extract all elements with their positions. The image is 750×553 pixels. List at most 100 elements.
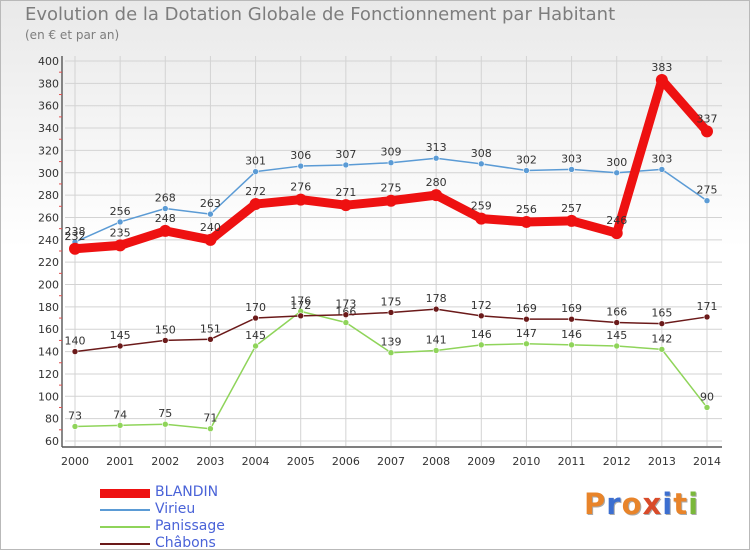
- data-point-virieu: [523, 167, 530, 174]
- y-tick-label-160: 160: [38, 323, 59, 336]
- data-point-virieu: [116, 218, 124, 226]
- y-tick-label-400: 400: [38, 55, 59, 68]
- data-label-panissage: 141: [426, 333, 447, 346]
- y-tick-label-140: 140: [38, 346, 59, 359]
- data-label-panissage: 145: [606, 329, 627, 342]
- data-point-virieu: [342, 161, 350, 169]
- x-tick-label-2003: 2003: [196, 455, 224, 468]
- data-label-blandin: 246: [606, 214, 627, 227]
- data-label-blandin: 275: [381, 182, 402, 195]
- data-point-panissage: [523, 340, 530, 348]
- data-label-chabons: 175: [381, 295, 402, 308]
- x-tick-label-2011: 2011: [558, 455, 586, 468]
- data-label-panissage: 74: [113, 408, 127, 421]
- y-tick-label-80: 80: [45, 413, 59, 426]
- legend-label-chabons: Châbons: [155, 535, 216, 551]
- data-point-blandin: [294, 193, 307, 206]
- data-point-blandin: [69, 242, 81, 255]
- data-point-virieu: [387, 159, 395, 167]
- data-point-chabons: [568, 315, 575, 323]
- data-label-virieu: 306: [290, 149, 311, 162]
- data-point-panissage: [658, 346, 666, 353]
- data-label-chabons: 171: [697, 300, 718, 313]
- data-label-virieu: 302: [516, 154, 537, 167]
- x-tick-label-2009: 2009: [467, 455, 495, 468]
- data-label-chabons: 172: [290, 299, 311, 312]
- x-tick-label-2001: 2001: [106, 455, 134, 468]
- legend-label-virieu: Virieu: [155, 501, 196, 517]
- data-point-blandin: [655, 74, 668, 86]
- data-label-chabons: 172: [471, 299, 492, 312]
- y-tick-label-340: 340: [38, 122, 59, 135]
- data-label-panissage: 142: [651, 332, 672, 345]
- data-label-panissage: 145: [245, 329, 266, 342]
- data-point-chabons: [432, 305, 440, 313]
- data-point-chabons: [297, 312, 305, 320]
- data-point-blandin: [204, 233, 217, 246]
- y-tick-label-240: 240: [38, 234, 59, 247]
- data-point-virieu: [161, 205, 169, 212]
- data-point-blandin: [701, 125, 713, 138]
- y-tick-label-280: 280: [38, 189, 59, 202]
- data-label-panissage: 146: [561, 328, 582, 341]
- data-label-blandin: 383: [651, 61, 672, 74]
- data-label-chabons: 170: [245, 301, 266, 314]
- x-tick-label-2006: 2006: [332, 455, 360, 468]
- data-point-panissage: [703, 404, 711, 411]
- data-point-panissage: [116, 422, 124, 429]
- data-point-panissage: [252, 342, 259, 350]
- x-tick-label-2005: 2005: [287, 455, 315, 468]
- data-point-blandin: [475, 212, 488, 225]
- data-point-chabons: [613, 319, 621, 326]
- data-point-blandin: [385, 194, 397, 207]
- data-point-chabons: [703, 313, 711, 321]
- data-point-blandin: [565, 214, 578, 227]
- data-point-virieu: [703, 197, 711, 205]
- data-label-blandin: 257: [561, 202, 582, 215]
- x-tick-label-2012: 2012: [603, 455, 631, 468]
- data-label-panissage: 146: [471, 328, 492, 341]
- y-tick-label-180: 180: [38, 301, 59, 314]
- data-label-blandin: 272: [245, 185, 266, 198]
- data-label-blandin: 232: [65, 230, 86, 243]
- data-point-chabons: [523, 315, 530, 323]
- proxiti-logo: Proxiti: [584, 487, 700, 521]
- data-point-chabons: [342, 311, 350, 319]
- y-tick-label-380: 380: [38, 77, 59, 90]
- data-label-blandin: 271: [335, 186, 356, 199]
- data-label-chabons: 173: [335, 298, 356, 311]
- data-label-panissage: 90: [700, 390, 714, 403]
- data-point-virieu: [297, 162, 305, 170]
- data-label-virieu: 303: [651, 152, 672, 165]
- data-label-chabons: 166: [606, 306, 627, 319]
- data-label-panissage: 73: [68, 409, 82, 422]
- y-tick-label-300: 300: [38, 167, 59, 180]
- data-label-blandin: 235: [110, 226, 131, 239]
- data-point-chabons: [207, 335, 214, 343]
- y-tick-label-360: 360: [38, 100, 59, 113]
- data-label-blandin: 248: [155, 212, 176, 225]
- data-point-chabons: [477, 312, 485, 320]
- data-point-virieu: [658, 166, 666, 173]
- data-point-panissage: [207, 425, 214, 433]
- chart-title: Evolution de la Dotation Globale de Fonc…: [25, 4, 616, 25]
- x-tick-label-2010: 2010: [512, 455, 540, 468]
- y-tick-label-200: 200: [38, 279, 59, 292]
- data-label-virieu: 238: [65, 225, 86, 238]
- data-label-blandin: 280: [426, 176, 447, 189]
- x-tick-label-2007: 2007: [377, 455, 405, 468]
- x-tick-label-2013: 2013: [648, 455, 676, 468]
- data-point-panissage: [161, 420, 169, 428]
- data-label-panissage: 71: [203, 412, 217, 425]
- y-tick-label-320: 320: [38, 144, 59, 157]
- data-label-virieu: 301: [245, 155, 266, 168]
- data-point-virieu: [207, 210, 214, 218]
- data-point-virieu: [613, 169, 621, 177]
- data-point-chabons: [116, 342, 124, 350]
- data-point-blandin: [159, 224, 172, 237]
- data-point-panissage: [342, 319, 350, 326]
- data-point-blandin: [249, 198, 262, 211]
- data-label-panissage: 147: [516, 327, 537, 340]
